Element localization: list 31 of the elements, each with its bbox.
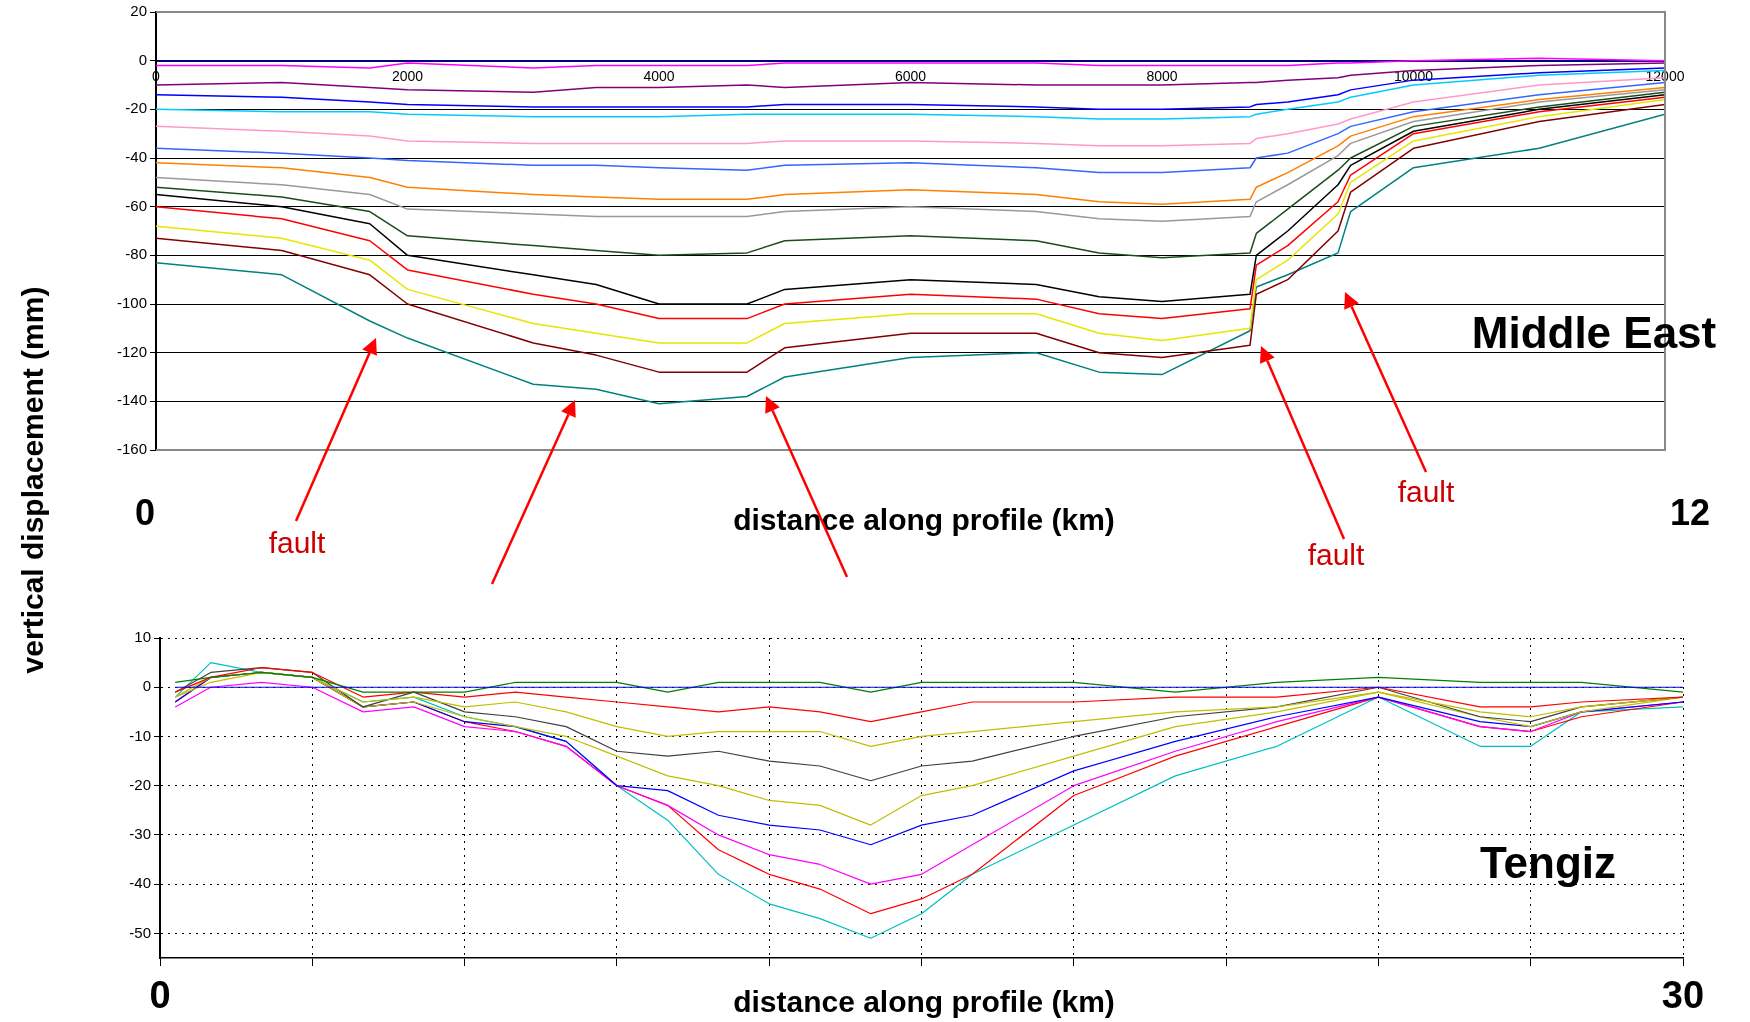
text: fault: [268, 526, 326, 560]
x-axis-title: distance along profile (km): [733, 985, 1115, 1019]
text: fault: [1307, 538, 1365, 572]
y-tick-label: -120: [116, 342, 147, 360]
x-tick-label: 6000: [894, 67, 927, 84]
y-tick-label: -80: [125, 245, 147, 263]
text: 12: [1669, 492, 1711, 534]
y-tick-label: 0: [138, 50, 147, 68]
x-tick-label: 2000: [391, 67, 424, 84]
y-tick-label: -20: [129, 775, 151, 793]
y-tick-label: -60: [125, 196, 147, 214]
x-tick-label: 30: [1661, 974, 1705, 1017]
annotation: Tengiz: [1479, 838, 1617, 888]
y-tick-label: -30: [129, 825, 151, 843]
y-tick-label: -50: [129, 923, 151, 941]
y-tick-label: 0: [142, 677, 151, 695]
x-tick-label: 4000: [643, 67, 675, 84]
y-tick-label: 20: [130, 2, 147, 20]
y-tick-label: -10: [129, 726, 151, 744]
y-tick-label: -40: [125, 148, 147, 166]
y-tick-label: -140: [116, 391, 147, 409]
y-tick-label: -40: [129, 874, 151, 892]
y-tick-label: -20: [125, 99, 147, 117]
y-tick-label: -100: [116, 294, 147, 312]
x-tick-label: 12000: [1645, 67, 1685, 84]
annotation: Middle East: [1471, 308, 1717, 358]
y-axis-title: vertical displacement (mm): [16, 286, 50, 674]
y-tick-label: 10: [134, 628, 151, 646]
text: fault: [1397, 475, 1455, 509]
y-tick-label: -160: [116, 440, 147, 458]
x-tick-label: 8000: [1146, 67, 1178, 84]
